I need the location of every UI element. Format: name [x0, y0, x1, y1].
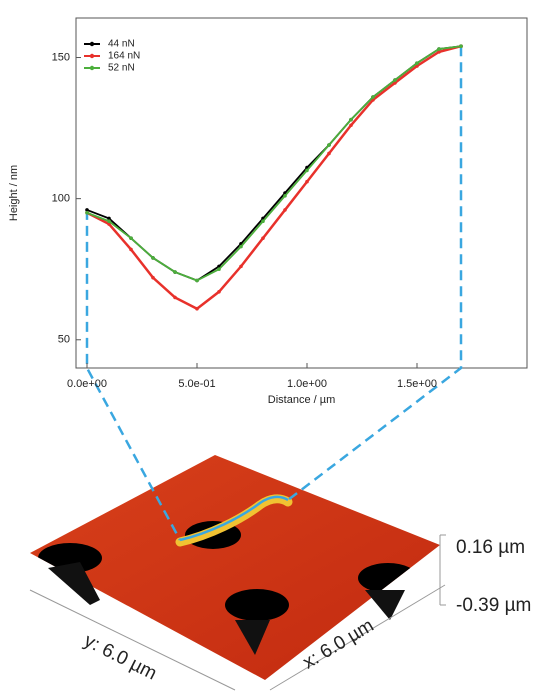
hole [225, 589, 289, 621]
point [371, 95, 375, 99]
point [393, 78, 397, 82]
point [129, 247, 133, 252]
legend-marker [89, 53, 95, 59]
point [173, 295, 177, 300]
point [173, 270, 177, 274]
point [195, 278, 199, 283]
ridge [175, 494, 293, 547]
point [327, 143, 331, 147]
hole-wall [365, 590, 405, 620]
point [283, 208, 287, 212]
hole-wall [235, 620, 270, 655]
legend-label: 164 nN [108, 51, 140, 62]
connector-line [85, 209, 182, 541]
series-line [86, 45, 462, 282]
x-tick-label: 5.0e-01 [178, 378, 215, 390]
connector-line [287, 46, 463, 501]
z-min-label: -0.39 µm [456, 595, 531, 616]
y-size-label: y: 6.0 µm [80, 630, 160, 684]
point [239, 244, 243, 249]
y-tick-label: 50 [58, 334, 70, 346]
z-scale [439, 534, 446, 606]
point [415, 61, 419, 65]
x-tick-label: 1.5e+00 [397, 378, 437, 390]
profile-line [179, 495, 289, 542]
series-line [86, 45, 462, 311]
hole [337, 476, 393, 504]
point [85, 208, 89, 212]
point [195, 306, 199, 311]
point [239, 264, 243, 269]
point [107, 216, 111, 221]
x-tick-label: 0.0e+00 [67, 378, 107, 390]
afm-image: 0.16 µm -0.39 µm y: 6.0 µm x: 6.0 µm [29, 455, 531, 691]
point [261, 236, 265, 240]
point [217, 289, 221, 294]
point [349, 117, 353, 122]
plot-frame [75, 17, 528, 369]
legend-marker [89, 65, 95, 71]
point [437, 50, 441, 54]
hole [358, 563, 418, 593]
afm-surface [30, 455, 440, 680]
point [261, 219, 265, 224]
point [327, 151, 331, 156]
y-tick-label: 100 [52, 193, 70, 205]
legend-label: 44 nN [108, 39, 135, 50]
legend-label: 52 nN [108, 63, 135, 74]
point [437, 47, 441, 51]
point [305, 179, 309, 184]
x-axis-title: Distance / µm [268, 394, 335, 406]
series-line [86, 45, 462, 282]
axis-edge [29, 589, 236, 691]
y-tick-label: 150 [52, 51, 70, 63]
point [107, 219, 111, 224]
point [415, 64, 419, 68]
point [349, 123, 353, 128]
point [393, 81, 397, 85]
hole [38, 543, 102, 573]
point [283, 194, 287, 198]
z-max-label: 0.16 µm [456, 537, 525, 558]
point [129, 236, 133, 240]
axis-edge [269, 584, 446, 691]
legend-marker [89, 41, 95, 47]
point [151, 275, 155, 280]
point [107, 222, 111, 226]
point [85, 210, 89, 215]
point [459, 44, 463, 49]
connector [85, 46, 463, 541]
hole-wall [48, 562, 100, 605]
y-axis-title: Height / nm [8, 165, 20, 221]
point [151, 256, 155, 260]
point [305, 168, 309, 173]
x-tick-label: 1.0e+00 [287, 378, 327, 390]
point [217, 267, 221, 272]
